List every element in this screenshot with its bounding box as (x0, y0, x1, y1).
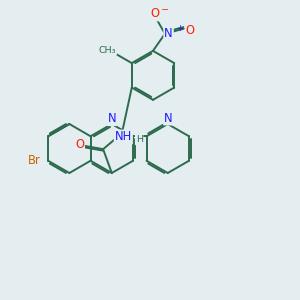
Text: NH: NH (115, 130, 132, 143)
Text: Br: Br (28, 154, 40, 167)
Text: O: O (75, 139, 84, 152)
Text: H: H (136, 136, 143, 145)
Text: +: + (176, 24, 182, 33)
Text: N: N (107, 112, 116, 125)
Text: N: N (164, 27, 173, 40)
Text: O: O (186, 24, 195, 37)
Text: N: N (164, 112, 173, 124)
Text: CH₃: CH₃ (99, 46, 116, 55)
Text: −: − (161, 4, 169, 13)
Text: O: O (150, 8, 159, 20)
